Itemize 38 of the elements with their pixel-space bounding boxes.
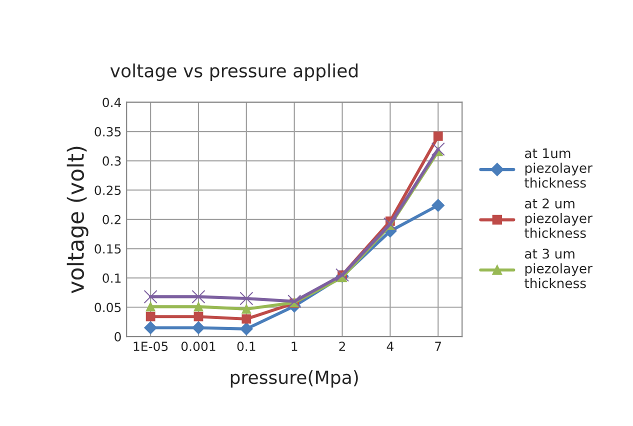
x-tick-label: 4 <box>386 342 394 351</box>
point <box>240 322 253 336</box>
y-tick-label: 0.2 <box>102 214 120 224</box>
y-axis-title: voltage (volt) <box>66 146 88 294</box>
y-tick-label: 0.15 <box>94 244 121 254</box>
x-tick-label: 7 <box>435 342 442 351</box>
y-tick-label: 0.3 <box>102 156 121 166</box>
point <box>242 304 252 314</box>
legend-label: at 2 um piezolayer thickness <box>524 198 592 238</box>
y-tick-label: 0.25 <box>94 186 121 196</box>
y-tick-label: 0.4 <box>102 98 122 108</box>
y-tick-label: 0.35 <box>94 127 121 136</box>
point <box>288 294 302 308</box>
x-tick-label: 0.001 <box>181 342 216 352</box>
x-tick-label: 2 <box>339 342 345 351</box>
y-tick-label: 0.1 <box>102 273 121 283</box>
x-tick-label: 1 <box>292 342 298 351</box>
point <box>192 321 205 334</box>
point <box>194 312 204 322</box>
chart-title: voltage vs pressure applied <box>110 64 358 81</box>
point <box>146 312 156 322</box>
point <box>144 290 158 304</box>
point <box>194 302 204 312</box>
point <box>433 132 443 141</box>
point <box>431 142 445 156</box>
legend-label: at 3 um piezolayer thickness <box>524 248 592 288</box>
y-tick-label: 0 <box>114 332 121 342</box>
point <box>192 290 206 304</box>
point <box>146 302 156 312</box>
point <box>240 292 254 306</box>
point <box>432 198 445 212</box>
x-tick-label: 0.1 <box>237 342 256 352</box>
point <box>144 321 157 334</box>
x-axis-title: pressure(Mpa) <box>230 370 358 388</box>
point <box>242 314 252 324</box>
x-tick-label: 1E-05 <box>134 342 168 352</box>
legend-label: at 1um piezolayer thickness <box>524 148 592 188</box>
y-tick-label: 0.05 <box>94 302 121 312</box>
